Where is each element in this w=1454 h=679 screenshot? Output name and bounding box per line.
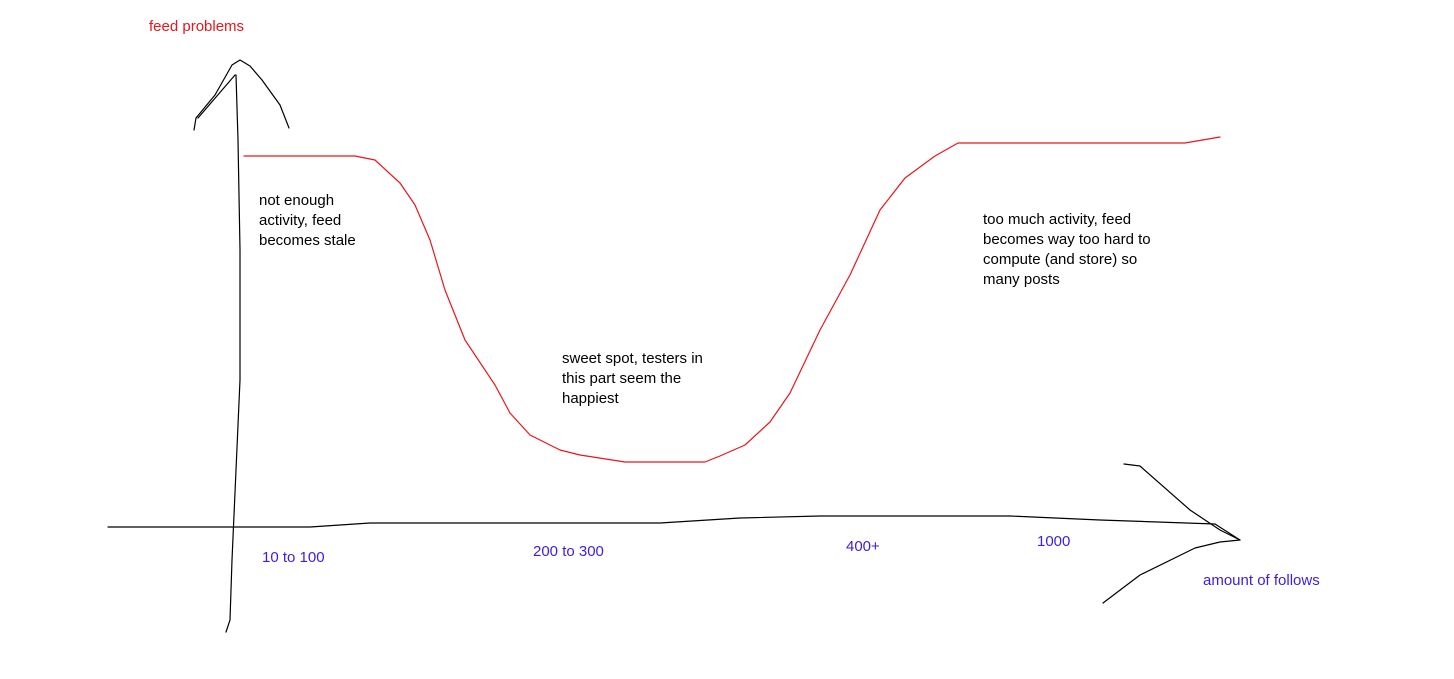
annotations: not enough activity, feed becomes stale swe… (259, 192, 1151, 407)
problem-curve (243, 136, 1221, 463)
x-axis-arrowhead (1102, 463, 1241, 604)
x-label: 400+ (846, 538, 880, 555)
y-axis-label: feed problems (149, 18, 244, 35)
annotation-line: happiest (562, 390, 620, 407)
annotation-line: becomes stale (259, 232, 356, 249)
annotation-line: becomes way too hard to (983, 231, 1151, 248)
annotation-line: many posts (983, 271, 1060, 288)
y-axis (225, 74, 241, 633)
y-axis-arrowhead (193, 59, 290, 131)
x-label: 1000 (1037, 533, 1070, 550)
x-label: 10 to 100 (262, 549, 325, 566)
annotation-line: activity, feed (259, 212, 341, 229)
annotation-line: too much activity, feed (983, 211, 1131, 228)
x-axis-label: amount of follows (1203, 572, 1320, 589)
annotation-line: this part seem the (562, 370, 681, 387)
annotation-line: sweet spot, testers in (562, 350, 703, 367)
annotation-line: compute (and store) so (983, 251, 1137, 268)
x-axis (107, 515, 1241, 541)
annotation-line: not enough (259, 192, 334, 209)
x-label: 200 to 300 (533, 543, 604, 560)
